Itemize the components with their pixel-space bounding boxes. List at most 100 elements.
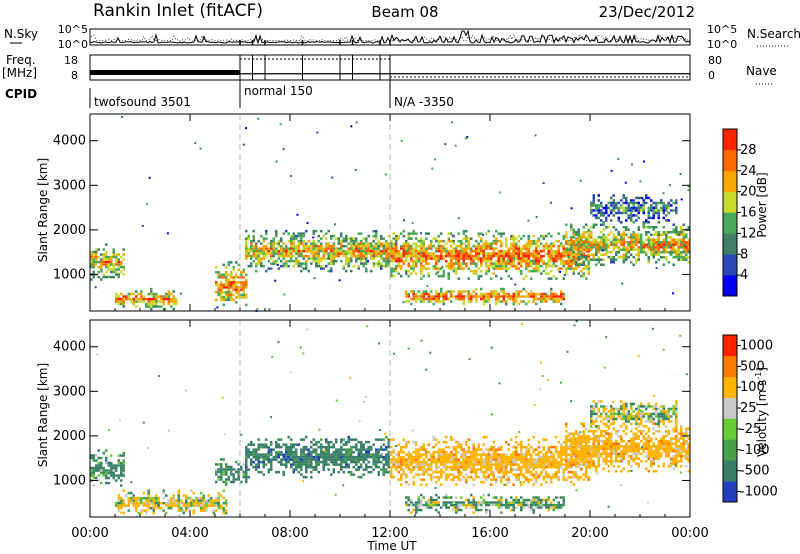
power-cell-3 <box>385 257 388 260</box>
velocity-cell-3 <box>360 448 363 451</box>
power-cell-2 <box>215 281 218 284</box>
power-cell-1 <box>167 295 170 298</box>
power-cell-3 <box>270 244 273 248</box>
velocity-cell-3 <box>340 453 343 456</box>
velocity-cell-3 <box>357 468 360 471</box>
velocity-cell-0 <box>120 474 123 477</box>
power-cell-6 <box>677 231 680 234</box>
velocity-cell-3 <box>342 460 345 464</box>
velocity-cell-4 <box>527 478 530 481</box>
power-cell-1 <box>115 295 118 298</box>
velocity-cell-5 <box>442 501 445 504</box>
velocity-cell-4 <box>455 450 458 454</box>
power-cell-3 <box>250 239 253 243</box>
power-cell-4 <box>572 254 575 258</box>
power-cell-7 <box>612 209 615 212</box>
power-cell-4 <box>570 264 573 268</box>
power-cell-7 <box>627 214 630 217</box>
velocity-cell-3 <box>330 458 333 461</box>
power-cell-3 <box>250 257 253 260</box>
velocity-cell-5 <box>415 511 418 514</box>
velocity-cell-4 <box>415 463 418 466</box>
power-cell-4 <box>470 259 473 263</box>
power-cell-4 <box>547 249 550 253</box>
power-cell-4 <box>512 242 515 245</box>
power-cell-7 <box>625 219 628 222</box>
power-cell-3 <box>387 262 390 265</box>
power-cell-4 <box>420 244 423 248</box>
power-cell-3 <box>372 234 375 238</box>
velocity-cell-4 <box>532 448 535 451</box>
velocity-cell-5 <box>547 496 550 499</box>
velocity-cell-4 <box>547 458 550 461</box>
power-cell-5 <box>502 297 505 301</box>
power-cell-3 <box>375 237 378 240</box>
power-cell-5 <box>407 292 410 296</box>
power-cell-7 <box>617 201 620 205</box>
power-cell-4 <box>475 269 478 273</box>
velocity-cell-5 <box>450 501 453 504</box>
power-cell-3 <box>355 244 358 248</box>
power-cell-3 <box>305 254 308 258</box>
power-cell-3 <box>350 237 353 240</box>
velocity-cell-4 <box>445 468 448 471</box>
velocity-cell-0 <box>97 469 100 472</box>
velocity-cell-4 <box>537 453 540 456</box>
power-cell-6 <box>670 246 673 249</box>
velocity-cell-5 <box>490 501 493 504</box>
power-cell-4 <box>542 237 545 240</box>
power-speckle <box>274 279 277 282</box>
power-cell-5 <box>442 292 445 296</box>
power-cell-4 <box>420 254 423 258</box>
velocity-cell-1 <box>170 496 173 500</box>
velocity-cell-4 <box>432 453 435 456</box>
power-cell-6 <box>675 226 678 229</box>
power-cell-1 <box>125 297 128 301</box>
velocity-cell-1 <box>127 496 130 500</box>
power-cell-2 <box>230 286 233 289</box>
power-cell-6 <box>675 256 678 259</box>
power-cell-2 <box>235 283 238 287</box>
power-cell-4 <box>587 239 590 243</box>
power-cell-6 <box>577 238 580 241</box>
velocity-cell-3 <box>382 448 385 451</box>
velocity-cell-6 <box>577 462 580 465</box>
power-cell-3 <box>330 234 333 238</box>
power-cell-4 <box>410 272 413 275</box>
power-cell-4 <box>432 254 435 258</box>
velocity-cell-4 <box>547 465 550 469</box>
velocity-cell-4 <box>522 453 525 456</box>
velocity-cell-4 <box>392 458 395 461</box>
power-cell-7 <box>632 209 635 212</box>
power-speckle <box>683 244 686 247</box>
power-cell-4 <box>497 257 500 260</box>
velocity-cell-4 <box>540 463 543 466</box>
velocity-cell-4 <box>542 453 545 456</box>
power-cell-6 <box>622 226 625 229</box>
power-cell-4 <box>552 257 555 260</box>
velocity-cell-1 <box>197 496 200 500</box>
power-cell-7 <box>652 211 655 215</box>
velocity-cell-1 <box>157 501 160 505</box>
power-cell-6 <box>657 238 660 241</box>
velocity-cell-5 <box>452 508 455 512</box>
power-cell-4 <box>537 239 540 243</box>
velocity-cell-4 <box>485 470 488 474</box>
velocity-cell-1 <box>192 499 195 502</box>
power-cell-0 <box>122 258 125 261</box>
power-cell-3 <box>260 262 263 265</box>
power-cell-5 <box>520 300 523 303</box>
power-cell-1 <box>132 300 135 303</box>
velocity-cell-3 <box>385 445 388 449</box>
power-cell-4 <box>395 257 398 260</box>
power-cell-6 <box>677 233 680 236</box>
velocity-cell-1 <box>192 491 195 495</box>
velocity-cell-4 <box>420 455 423 459</box>
velocity-cell-6 <box>580 455 583 458</box>
power-cell-3 <box>262 247 265 250</box>
power-cell-6 <box>565 231 568 234</box>
power-cell-4 <box>512 234 515 238</box>
velocity-cell-4 <box>537 463 540 466</box>
nave-tick-top: 80 <box>708 54 722 67</box>
power-cell-4 <box>397 234 400 238</box>
